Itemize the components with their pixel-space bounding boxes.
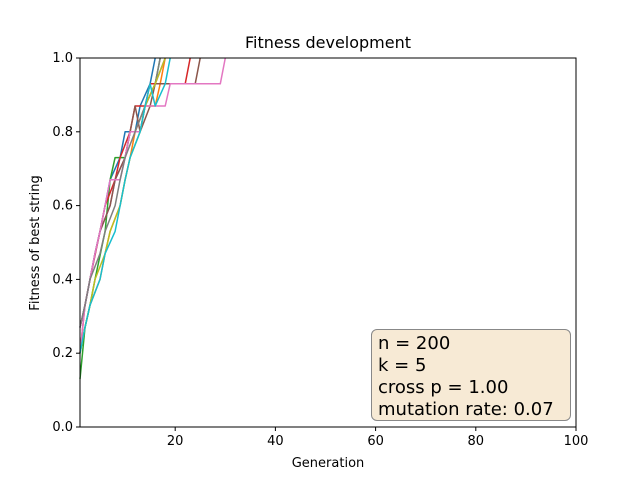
x-tick-label: 60 [367,434,384,449]
crossover-probability-label: cross p = 1.00 [378,377,509,398]
y-tick-label: 0.4 [52,272,73,287]
y-axis-label: Fitness of best string [28,175,43,310]
y-tick-label: 0.8 [52,125,73,140]
ticks-layer: 20 40 60 80 100 0.0 0.2 0.4 0.6 0.8 1.0 [52,51,588,449]
series-layer [79,57,227,380]
parameters-box: n = 200 k = 5 cross p = 1.00 mutation ra… [371,329,571,421]
x-tick-label: 80 [468,434,485,449]
series-line-4 [79,57,191,354]
series-line-7 [79,57,227,354]
series-line-10 [79,57,171,354]
series-line-2 [79,57,166,354]
mutation-rate-label: mutation rate: 0.07 [378,399,554,420]
y-tick-label: 0.6 [52,199,73,214]
series-line-6 [79,57,201,328]
y-tick-label: 0.0 [52,420,73,435]
chart-title: Fitness development [245,33,411,52]
k-value-label: k = 5 [378,355,427,376]
series-line-9 [79,57,166,354]
x-tick-label: 100 [564,434,589,449]
plot-frame [79,57,577,428]
x-axis-label: Generation [292,456,365,471]
y-tick-label: 1.0 [52,51,73,66]
population-size-label: n = 200 [378,333,451,354]
x-tick-label: 20 [167,434,184,449]
x-tick-label: 40 [267,434,284,449]
y-tick-label: 0.2 [52,346,73,361]
